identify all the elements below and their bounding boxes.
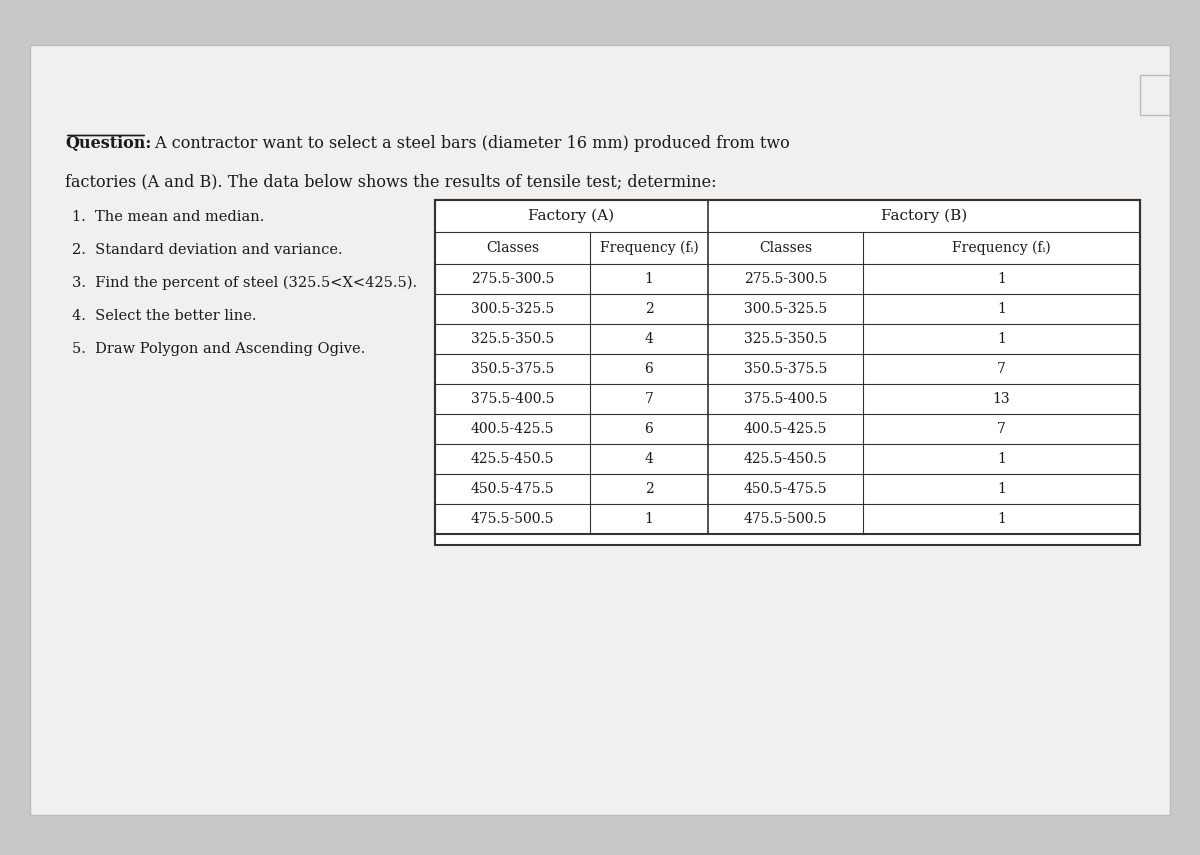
Text: 350.5-375.5: 350.5-375.5 [470, 362, 554, 376]
Text: Classes: Classes [758, 241, 812, 255]
Text: 400.5-425.5: 400.5-425.5 [470, 422, 554, 436]
Text: 300.5-325.5: 300.5-325.5 [470, 302, 554, 316]
Text: 350.5-375.5: 350.5-375.5 [744, 362, 827, 376]
Text: 325.5-350.5: 325.5-350.5 [470, 332, 554, 346]
Text: 6: 6 [644, 362, 653, 376]
Text: 3.  Find the percent of steel (325.5<X<425.5).: 3. Find the percent of steel (325.5<X<42… [72, 276, 418, 291]
Text: 1.  The mean and median.: 1. The mean and median. [72, 210, 264, 224]
Text: 400.5-425.5: 400.5-425.5 [744, 422, 827, 436]
Text: 4.  Select the better line.: 4. Select the better line. [72, 309, 257, 323]
Text: A contractor want to select a steel bars (diameter 16 mm) produced from two: A contractor want to select a steel bars… [150, 135, 790, 152]
Text: 450.5-475.5: 450.5-475.5 [744, 482, 827, 496]
Text: 1: 1 [997, 512, 1006, 526]
Text: 1: 1 [997, 272, 1006, 286]
Text: Classes: Classes [486, 241, 539, 255]
Text: 7: 7 [997, 362, 1006, 376]
Text: Factory (B): Factory (B) [881, 209, 967, 223]
Text: 275.5-300.5: 275.5-300.5 [470, 272, 554, 286]
Text: 475.5-500.5: 475.5-500.5 [744, 512, 827, 526]
Text: 6: 6 [644, 422, 653, 436]
Text: 450.5-475.5: 450.5-475.5 [470, 482, 554, 496]
Text: 475.5-500.5: 475.5-500.5 [470, 512, 554, 526]
Text: 1: 1 [997, 332, 1006, 346]
Text: 13: 13 [992, 392, 1010, 406]
Text: 5.  Draw Polygon and Ascending Ogive.: 5. Draw Polygon and Ascending Ogive. [72, 342, 365, 356]
Text: 2.  Standard deviation and variance.: 2. Standard deviation and variance. [72, 243, 343, 257]
Text: Question:: Question: [65, 135, 151, 152]
Text: 375.5-400.5: 375.5-400.5 [744, 392, 827, 406]
Text: 425.5-450.5: 425.5-450.5 [744, 452, 827, 466]
Text: 300.5-325.5: 300.5-325.5 [744, 302, 827, 316]
Text: 275.5-300.5: 275.5-300.5 [744, 272, 827, 286]
Text: 4: 4 [644, 332, 654, 346]
Text: Frequency (fᵢ): Frequency (fᵢ) [600, 241, 698, 255]
Text: 375.5-400.5: 375.5-400.5 [470, 392, 554, 406]
Text: 1: 1 [997, 452, 1006, 466]
Text: 325.5-350.5: 325.5-350.5 [744, 332, 827, 346]
Text: 1: 1 [997, 302, 1006, 316]
Text: 1: 1 [644, 272, 654, 286]
Bar [434, 200, 1140, 545]
Text: 7: 7 [644, 392, 654, 406]
Text: 7: 7 [997, 422, 1006, 436]
Text: Factory (A): Factory (A) [528, 209, 614, 223]
Text: factories (A and B). The data below shows the results of tensile test; determine: factories (A and B). The data below show… [65, 173, 716, 190]
Text: Frequency (fᵢ): Frequency (fᵢ) [952, 241, 1051, 255]
Text: 1: 1 [644, 512, 654, 526]
Text: 2: 2 [644, 302, 653, 316]
Text: 2: 2 [644, 482, 653, 496]
Text: 425.5-450.5: 425.5-450.5 [470, 452, 554, 466]
Text: 4: 4 [644, 452, 654, 466]
Polygon shape [30, 45, 1170, 815]
Text: 1: 1 [997, 482, 1006, 496]
